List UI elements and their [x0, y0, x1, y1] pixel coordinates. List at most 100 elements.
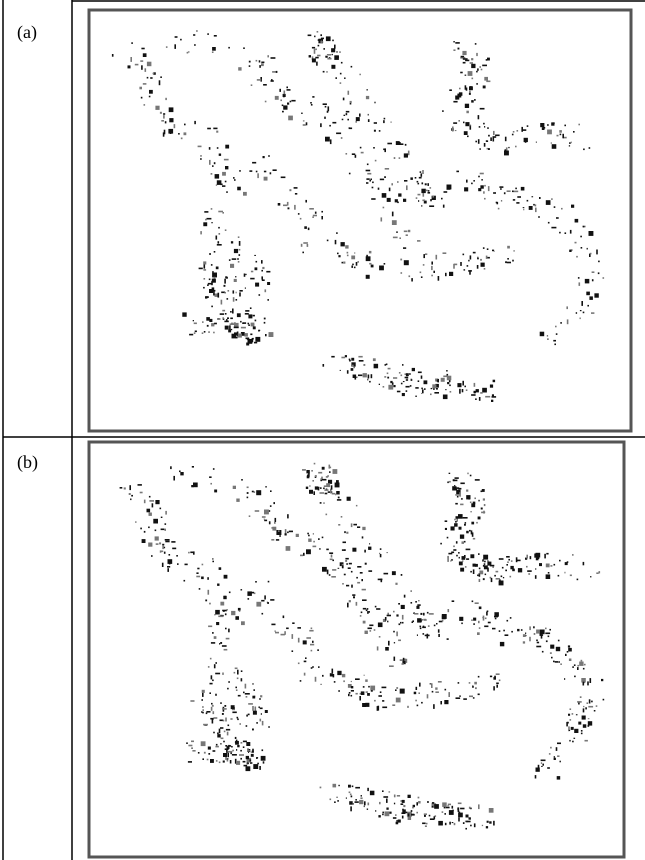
page: (a) (b) (() => { const data = JSON.parse… — [0, 0, 645, 860]
map-dot — [346, 113, 348, 115]
map-dot — [464, 131, 468, 135]
map-dot — [594, 710, 596, 712]
map-dot — [494, 575, 496, 577]
map-dot — [237, 187, 241, 191]
map-dot — [603, 699, 605, 701]
map-dot — [216, 236, 218, 240]
map-dot — [469, 530, 471, 532]
map-dot — [253, 324, 255, 325]
map-dot — [305, 657, 307, 659]
map-dot — [505, 634, 509, 636]
map-dot — [547, 335, 548, 337]
map-dot — [418, 797, 420, 799]
map-dot — [315, 475, 317, 477]
map-dot — [540, 123, 544, 127]
map-dot — [203, 269, 206, 271]
map-dot — [290, 101, 292, 103]
map-dot — [240, 758, 242, 760]
map-dot — [401, 574, 403, 576]
map-dot — [453, 549, 456, 551]
map-dot — [412, 368, 415, 371]
map-dot — [389, 791, 391, 792]
map-dot — [502, 567, 504, 569]
map-dot — [239, 241, 241, 246]
map-dot — [378, 706, 380, 711]
map-dot — [577, 579, 579, 581]
map-dot — [131, 495, 133, 497]
map-dot — [387, 373, 389, 375]
map-dot — [403, 247, 406, 249]
map-dot — [271, 57, 276, 59]
map-dot — [494, 612, 499, 617]
map-dot — [188, 761, 192, 763]
map-dot — [210, 483, 212, 485]
map-dot — [484, 626, 488, 628]
map-dot — [411, 602, 413, 604]
map-dot — [580, 310, 582, 311]
map-dot — [487, 562, 491, 566]
map-dot — [219, 233, 221, 234]
map-dot — [529, 206, 533, 210]
map-dot — [232, 712, 236, 714]
map-dot — [447, 376, 452, 381]
map-dot — [554, 564, 556, 566]
map-dot — [320, 502, 322, 504]
map-dot — [368, 803, 370, 806]
map-dot — [416, 687, 418, 690]
map-dot — [289, 531, 293, 533]
map-dot — [261, 63, 264, 66]
map-dot — [447, 556, 449, 558]
map-dot — [155, 530, 157, 532]
map-dot — [455, 477, 459, 479]
map-dot — [589, 699, 591, 703]
map-dot — [222, 172, 226, 176]
map-dot — [328, 106, 330, 111]
map-dot — [247, 750, 250, 752]
map-dot — [150, 77, 152, 79]
map-dot — [337, 800, 339, 802]
map-dot — [143, 83, 147, 85]
map-dot — [287, 532, 289, 534]
map-dot — [403, 199, 406, 202]
map-dot — [389, 665, 394, 667]
map-dot — [148, 527, 150, 529]
map-dot — [202, 564, 204, 566]
map-dot — [352, 548, 356, 552]
map-dot — [545, 628, 547, 630]
map-dot — [423, 193, 425, 197]
map-dot — [326, 56, 328, 58]
map-dot — [193, 34, 195, 36]
map-dot — [362, 527, 365, 530]
map-dot — [564, 678, 565, 680]
map-dot — [206, 713, 208, 715]
map-dot — [402, 663, 404, 665]
map-dot — [203, 287, 205, 289]
map-dot — [225, 628, 227, 630]
map-dot — [279, 535, 281, 537]
map-dot — [247, 591, 252, 596]
map-dot — [225, 613, 227, 615]
map-dot — [421, 388, 423, 390]
map-dot — [209, 160, 211, 165]
map-dot — [168, 129, 173, 134]
map-dot — [363, 373, 367, 377]
map-dot — [399, 237, 401, 239]
map-dot — [327, 54, 331, 56]
map-dot — [378, 623, 383, 628]
map-dot — [487, 127, 489, 129]
map-dot — [461, 623, 463, 625]
map-dot — [557, 743, 561, 745]
map-dot — [241, 589, 243, 590]
map-dot — [153, 73, 155, 75]
map-dot — [255, 337, 260, 342]
map-dot — [474, 99, 476, 101]
map-dot — [368, 570, 372, 572]
map-dot — [368, 628, 372, 630]
map-dot — [225, 145, 229, 149]
map-dot — [320, 487, 322, 489]
map-dot — [211, 264, 213, 266]
map-dot — [576, 256, 578, 258]
map-dot — [357, 582, 360, 584]
map-dot — [452, 600, 455, 602]
map-dot — [457, 496, 459, 498]
